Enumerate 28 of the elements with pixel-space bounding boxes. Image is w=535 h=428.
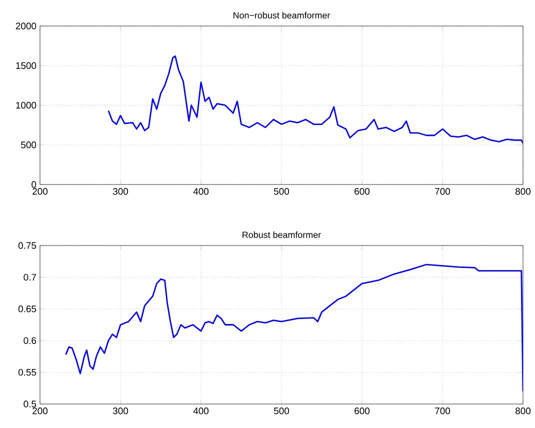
x-tick-label: 600 bbox=[354, 408, 370, 414]
x-tick-label: 500 bbox=[274, 408, 290, 414]
y-tick-label: 0.5 bbox=[24, 400, 36, 408]
line-series bbox=[108, 55, 524, 144]
x-tick-label: 500 bbox=[274, 188, 290, 195]
x-tick-label: 200 bbox=[32, 188, 48, 195]
y-tick-label: 0.75 bbox=[18, 242, 36, 249]
x-tick-label: 800 bbox=[516, 188, 531, 195]
y-tick-label: 500 bbox=[21, 142, 36, 148]
y-tick-label: 1500 bbox=[16, 62, 36, 69]
x-tick-label: 400 bbox=[193, 408, 209, 414]
y-tick-label: 0.7 bbox=[24, 274, 36, 281]
chart-title: Non−robust beamformer bbox=[234, 12, 330, 19]
y-tick-label: 0.55 bbox=[18, 368, 36, 376]
x-tick-label: 600 bbox=[354, 188, 370, 195]
x-tick-label: 700 bbox=[435, 188, 450, 195]
chart-title: Robust beamformer bbox=[242, 231, 321, 238]
y-tick-label: 2000 bbox=[16, 22, 36, 30]
y-tick-label: 1000 bbox=[16, 102, 36, 109]
x-tick-label: 700 bbox=[435, 408, 450, 414]
x-tick-label: 400 bbox=[193, 188, 209, 195]
y-tick-label: 0 bbox=[32, 181, 36, 188]
x-tick-label: 800 bbox=[516, 408, 531, 414]
x-tick-label: 300 bbox=[112, 188, 128, 195]
x-tick-label: 200 bbox=[32, 408, 48, 414]
x-tick-label: 300 bbox=[112, 408, 128, 414]
y-tick-label: 0.65 bbox=[18, 306, 36, 312]
y-tick-label: 0.6 bbox=[24, 337, 36, 344]
